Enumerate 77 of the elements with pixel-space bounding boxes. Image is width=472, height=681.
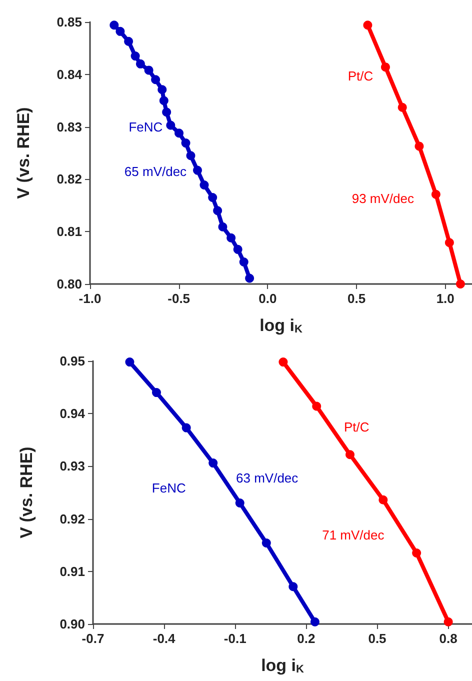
point (312, 402, 322, 411)
point (412, 548, 422, 558)
y-tick-label: 0.84 (56, 66, 83, 82)
y-tick-label: 0.83 (56, 119, 82, 134)
y-tick-label: 0.90 (60, 616, 85, 632)
x-tick-label: -0.7 (82, 631, 104, 646)
point (226, 233, 236, 242)
series-label: Pt/C (344, 420, 370, 435)
y-axis-title: V (vs. RHE) (14, 107, 33, 199)
point (213, 206, 222, 216)
x-tick-label: -0.5 (168, 291, 190, 306)
x-tick-label: 0.8 (439, 631, 458, 646)
point (208, 458, 218, 468)
point (346, 450, 355, 460)
point (380, 62, 390, 72)
y-tick-label: 0.92 (60, 511, 85, 526)
x-tick-label: 0.5 (368, 631, 386, 646)
y-tick-label: 0.91 (60, 564, 85, 579)
point (218, 222, 228, 232)
annotation: 63 mV/dec (236, 470, 299, 486)
point (456, 280, 465, 288)
series-label: FeNC (128, 120, 163, 135)
point (378, 495, 388, 504)
point (144, 66, 154, 75)
annotation: 65 mV/dec (124, 164, 188, 179)
point (398, 102, 407, 112)
x-tick-label: 0.5 (347, 291, 366, 306)
point (116, 26, 125, 36)
x-tick-label: -0.4 (152, 631, 176, 646)
point (124, 36, 134, 46)
point (288, 582, 298, 592)
point (130, 52, 140, 61)
point (152, 388, 161, 398)
annotation: 93 mV/dec (352, 190, 414, 206)
x-tick-label: -1.0 (78, 291, 102, 306)
y-axis-title: V (vs. RHE) (17, 446, 36, 538)
y-tick-label: 0.85 (56, 14, 82, 30)
point (245, 274, 254, 283)
series-label: Pt/C (348, 68, 374, 84)
point (182, 423, 191, 432)
annotation: 71 mV/dec (322, 527, 385, 542)
point (193, 166, 202, 175)
point (414, 142, 424, 151)
x-tick-label: -0.1 (224, 631, 246, 646)
x-tick-label: 0.0 (258, 291, 277, 306)
y-tick-label: 0.95 (60, 354, 85, 368)
text: FeNC (152, 480, 186, 496)
y-tick-label: 0.81 (56, 224, 82, 240)
point (125, 358, 134, 367)
point (310, 617, 320, 626)
point (159, 96, 168, 106)
point (174, 128, 184, 138)
point (208, 193, 218, 202)
point (239, 257, 248, 266)
point (278, 358, 288, 367)
point (158, 85, 167, 94)
point (186, 151, 196, 160)
point (235, 498, 244, 508)
point (181, 138, 190, 148)
point (162, 108, 172, 117)
point (233, 244, 242, 254)
y-tick-label: 0.80 (56, 276, 82, 292)
x-tick-label: 1.0 (436, 291, 454, 306)
y-tick-label: 0.94 (60, 406, 86, 422)
point (151, 75, 160, 84)
point (110, 20, 119, 30)
point (444, 238, 454, 248)
point (363, 20, 372, 30)
point (262, 538, 271, 548)
point (431, 190, 440, 199)
point (200, 180, 209, 190)
point (136, 59, 145, 68)
x-tick-label: 0.2 (297, 631, 316, 646)
point (444, 617, 453, 626)
y-tick-label: 0.82 (56, 172, 82, 187)
point (166, 120, 176, 130)
y-tick-label: 0.93 (60, 458, 85, 474)
